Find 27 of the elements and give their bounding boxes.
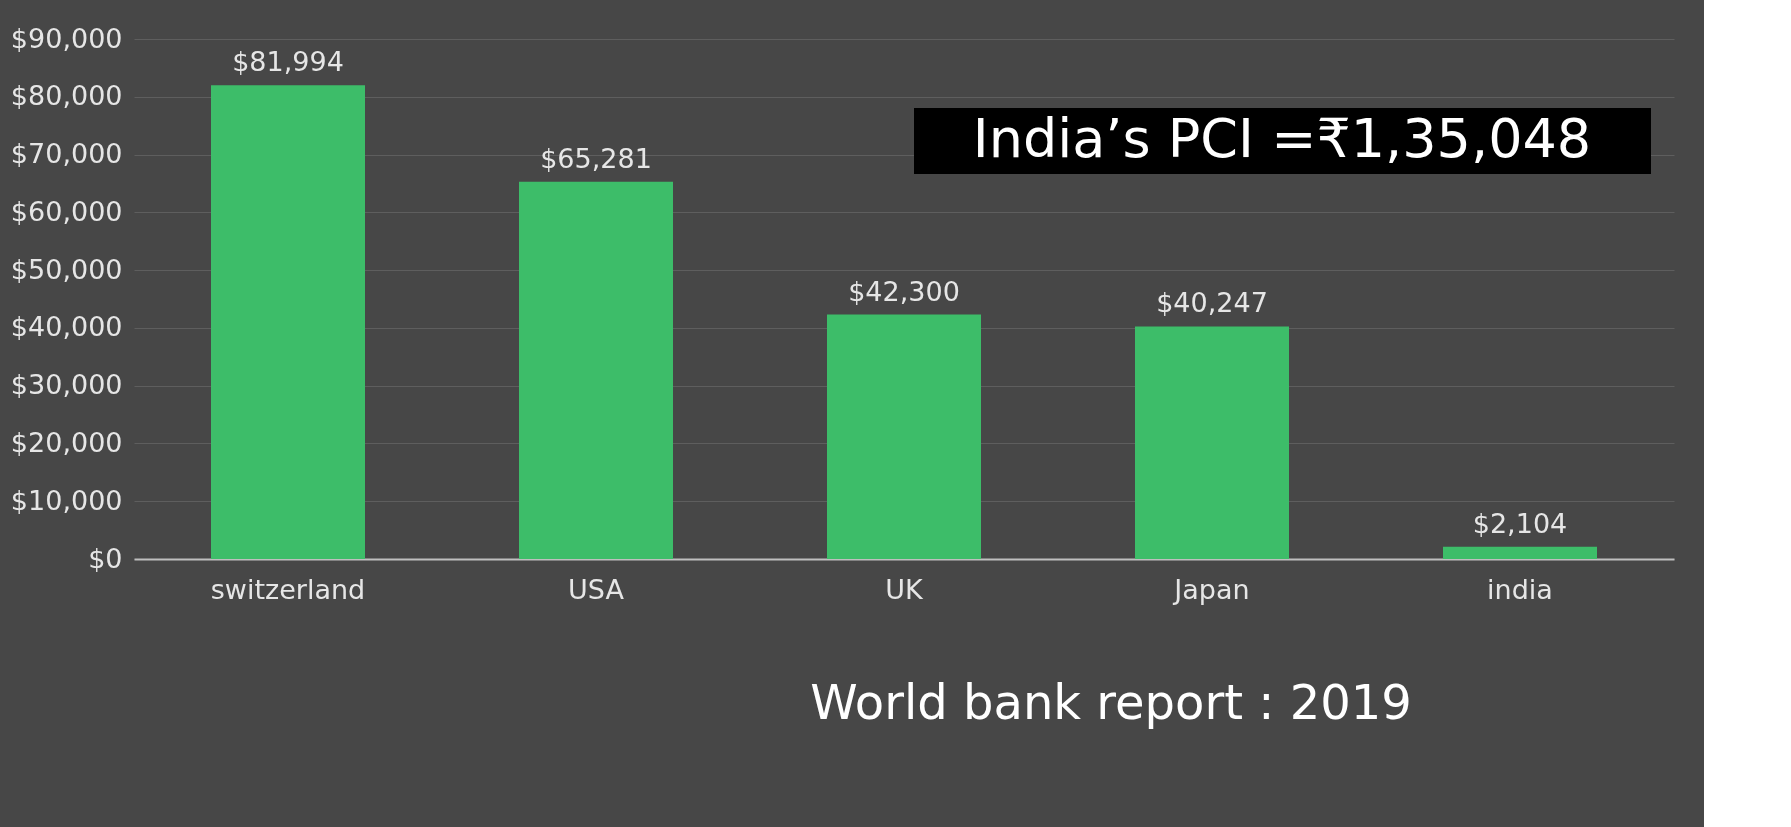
y-tick-label: $60,000 — [10, 195, 123, 227]
bar — [1443, 546, 1597, 559]
x-tick-label: UK — [885, 573, 925, 605]
x-tick-label: india — [1487, 573, 1553, 605]
y-tick-label: $90,000 — [10, 22, 123, 54]
x-tick-label: USA — [568, 573, 625, 605]
bar — [827, 314, 981, 559]
data-label: $81,994 — [232, 46, 344, 78]
y-tick-label: $50,000 — [10, 253, 123, 285]
bar — [211, 85, 365, 559]
x-tick-label: switzerland — [210, 573, 366, 605]
bar — [519, 181, 673, 559]
y-tick-label: $0 — [88, 542, 123, 574]
y-tick-label: $10,000 — [10, 484, 123, 516]
y-tick-label: $40,000 — [10, 311, 123, 343]
bar — [1135, 326, 1289, 559]
annotation: India’s PCI =₹1,35,048 — [972, 107, 1592, 170]
data-label: $42,300 — [848, 275, 960, 307]
data-label: $40,247 — [1156, 287, 1268, 319]
y-tick-label: $80,000 — [10, 80, 123, 112]
y-tick-label: $70,000 — [10, 138, 123, 170]
data-label: $65,281 — [540, 142, 652, 174]
data-label: $2,104 — [1472, 507, 1568, 539]
y-tick-label: $30,000 — [10, 369, 123, 401]
text: World bank report : 2019 — [810, 674, 1412, 730]
x-tick-label: Japan — [1172, 573, 1250, 605]
y-tick-label: $20,000 — [10, 426, 123, 458]
